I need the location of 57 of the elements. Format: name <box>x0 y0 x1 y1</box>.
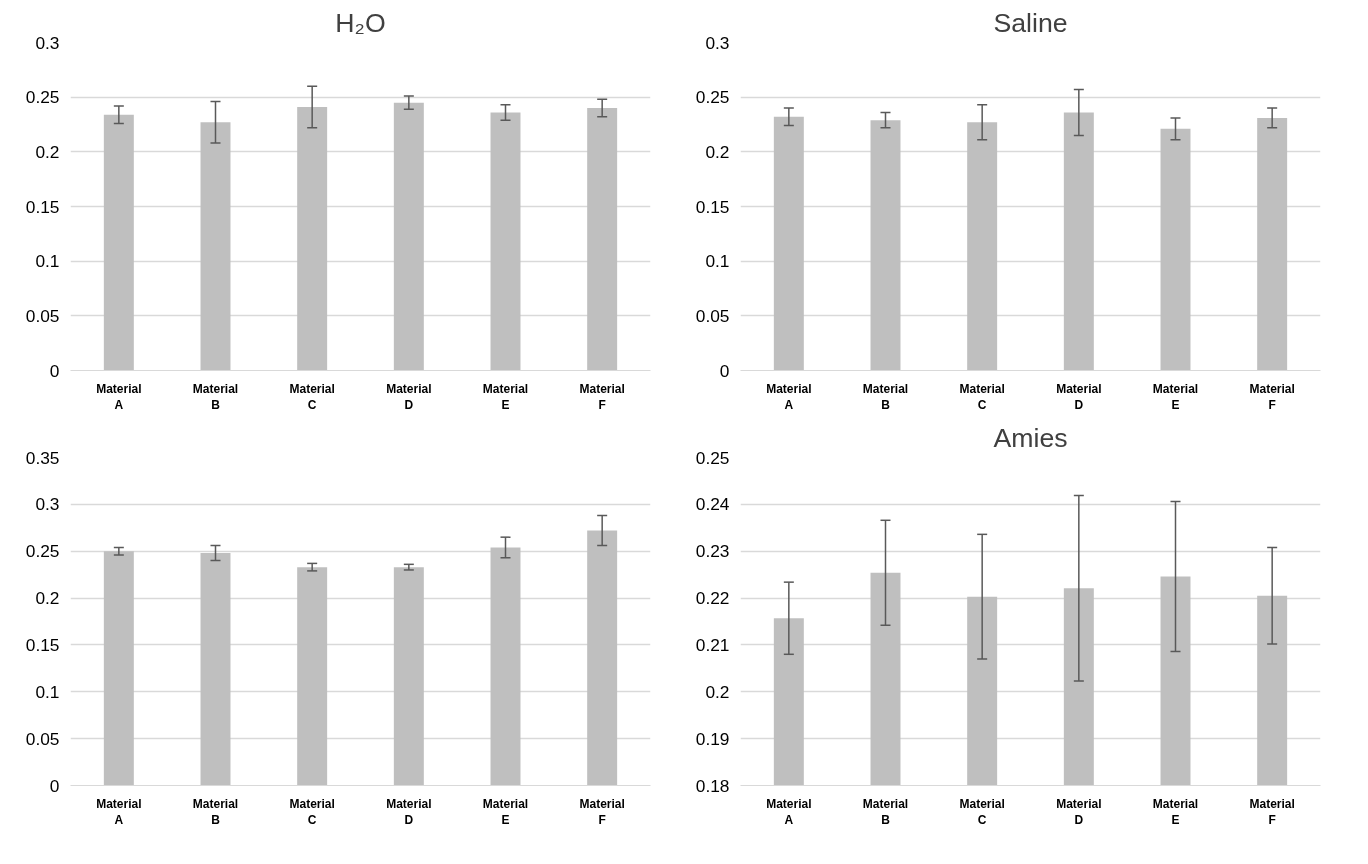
y-tick-label: 0.1 <box>705 251 730 272</box>
y-tick-label: 0.23 <box>695 541 730 562</box>
y-tick-label: 0.21 <box>695 634 730 655</box>
x-tick-label: Material F <box>1249 796 1295 828</box>
y-tick-label: 0.05 <box>25 728 60 749</box>
y-tick-label: 0.25 <box>695 87 730 108</box>
y-tick-label: 0.1 <box>35 251 60 272</box>
x-tick-label: Material F <box>579 796 625 828</box>
y-tick-label: 0.25 <box>25 541 60 562</box>
x-tick-label: Material E <box>1152 796 1199 828</box>
y-tick-label: 0.05 <box>25 305 60 326</box>
x-tick-label: Material C <box>289 381 335 413</box>
x-tick-label: Material D <box>386 796 432 828</box>
y-tick-label: 0.19 <box>695 728 730 749</box>
x-tick-label: Material A <box>766 381 812 413</box>
y-tick-label: 0.3 <box>35 32 60 53</box>
y-tick-label: 0.05 <box>695 305 730 326</box>
y-tick-label: 0.25 <box>25 87 60 108</box>
x-tick-label: Material A <box>96 381 142 413</box>
y-tick-label: 0.24 <box>695 494 730 515</box>
x-tick-label: Material A <box>766 796 812 828</box>
x-tick-label: Material D <box>386 381 432 413</box>
y-tick-label: 0.18 <box>695 775 730 796</box>
y-tick-label: 0.15 <box>695 196 730 217</box>
y-tick-label: 0.3 <box>705 32 730 53</box>
x-tick-label: Material D <box>1056 381 1102 413</box>
y-tick-label: 0 <box>49 775 60 796</box>
x-tick-label: Material B <box>862 381 909 413</box>
x-tick-label: Material B <box>192 796 239 828</box>
x-tick-label: Material E <box>482 381 529 413</box>
x-tick-label: Material C <box>959 796 1005 828</box>
x-tick-label: Material B <box>192 381 239 413</box>
y-tick-label: 0.25 <box>695 447 730 468</box>
y-tick-label: 0.2 <box>705 141 730 162</box>
y-tick-label: 0.22 <box>695 588 730 609</box>
x-tick-label: Material C <box>289 796 335 828</box>
y-tick-label: 0.1 <box>35 681 60 702</box>
y-tick-label: 0.15 <box>25 634 60 655</box>
x-tick-label: Material C <box>959 381 1005 413</box>
y-tick-label: 0 <box>719 360 730 381</box>
chart-title: Amies <box>993 422 1068 453</box>
y-tick-label: 0.15 <box>25 196 60 217</box>
chart-title: Saline <box>993 7 1068 38</box>
y-tick-label: 0.2 <box>705 681 730 702</box>
x-tick-label: Material F <box>1249 381 1295 413</box>
x-tick-label: Material D <box>1056 796 1102 828</box>
x-tick-label: Material E <box>1152 381 1199 413</box>
x-tick-label: Material F <box>579 381 625 413</box>
y-tick-label: 0.35 <box>25 447 60 468</box>
y-tick-label: 0.2 <box>35 141 60 162</box>
y-tick-label: 0 <box>49 360 60 381</box>
chart-title: H₂O <box>335 7 386 38</box>
y-tick-label: 0.3 <box>35 494 60 515</box>
y-tick-label: 0.2 <box>35 588 60 609</box>
x-tick-label: Material A <box>96 796 142 828</box>
x-tick-label: Material B <box>862 796 909 828</box>
x-tick-label: Material E <box>482 796 529 828</box>
